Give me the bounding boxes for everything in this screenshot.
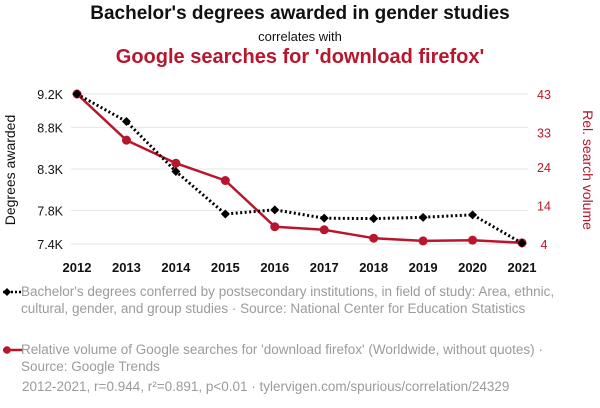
series-line-degrees	[76, 92, 523, 245]
chart-subtitle: correlates with	[258, 29, 342, 44]
data-point-degrees	[72, 89, 82, 99]
data-point-searches	[319, 225, 329, 235]
right-tick-label: 33	[537, 126, 551, 140]
data-point-degrees	[220, 209, 230, 219]
series-degrees	[72, 89, 527, 248]
left-tick-label: 8.8K	[37, 121, 63, 135]
data-point-degrees	[171, 167, 181, 176]
data-point-degrees	[468, 210, 478, 220]
data-point-searches	[369, 233, 379, 243]
left-tick-label: 9.2K	[37, 88, 63, 102]
legend-label-degrees: Bachelor's degrees conferred by postseco…	[21, 284, 555, 316]
left-tick-label: 8.3K	[37, 163, 63, 177]
data-point-searches	[418, 236, 428, 246]
legend-label-searches: Relative volume of Google searches for '…	[21, 342, 543, 374]
data-point-degrees	[270, 205, 280, 215]
right-tick-label: 4	[541, 238, 548, 252]
data-point-searches	[121, 135, 131, 145]
chart-title: Bachelor's degrees awarded in gender stu…	[90, 3, 510, 24]
x-tick-label: 2018	[359, 260, 388, 275]
x-tick-label: 2015	[211, 260, 240, 275]
x-tick-label: 2019	[409, 260, 438, 275]
x-tick-label: 2012	[63, 260, 92, 275]
data-point-searches	[468, 235, 478, 245]
series-line-searches	[76, 93, 523, 245]
series-search-volume	[72, 89, 527, 248]
grid-lines	[71, 93, 528, 245]
x-tick-label: 2020	[458, 260, 487, 275]
data-point-degrees	[517, 238, 527, 248]
data-point-searches	[270, 222, 280, 232]
x-tick-label: 2016	[260, 260, 289, 275]
data-point-searches	[171, 158, 181, 168]
chart-second-title: Google searches for 'download firefox'	[115, 46, 485, 68]
data-point-searches	[220, 176, 230, 186]
right-tick-label: 14	[537, 200, 551, 214]
x-tick-label: 2013	[112, 260, 141, 275]
right-tick-label: 24	[537, 161, 551, 175]
data-point-degrees	[418, 212, 428, 222]
data-point-degrees	[319, 213, 329, 223]
left-axis-title: Degrees awarded	[2, 115, 18, 226]
right-axis-title: Rel. search volume	[580, 110, 596, 230]
footer-stats: 2012-2021, r=0.944, r²=0.891, p<0.01 · t…	[22, 379, 510, 394]
axis-labels: 7.4K 7.8K 8.3K 8.8K 9.2K 4 14 24 33 43 2012 2013 201…	[37, 88, 551, 275]
x-tick-label: 2017	[310, 260, 339, 275]
data-point-degrees	[121, 117, 131, 126]
legend-swatch-dotted-diamond	[3, 288, 23, 296]
x-tick-label: 2014	[161, 260, 191, 275]
left-tick-label: 7.8K	[37, 205, 63, 219]
data-point-degrees	[369, 214, 379, 224]
right-tick-label: 43	[537, 88, 551, 102]
legend-swatch-red-circle	[3, 346, 23, 354]
x-tick-label: 2021	[508, 260, 537, 275]
left-tick-label: 7.4K	[37, 238, 63, 252]
